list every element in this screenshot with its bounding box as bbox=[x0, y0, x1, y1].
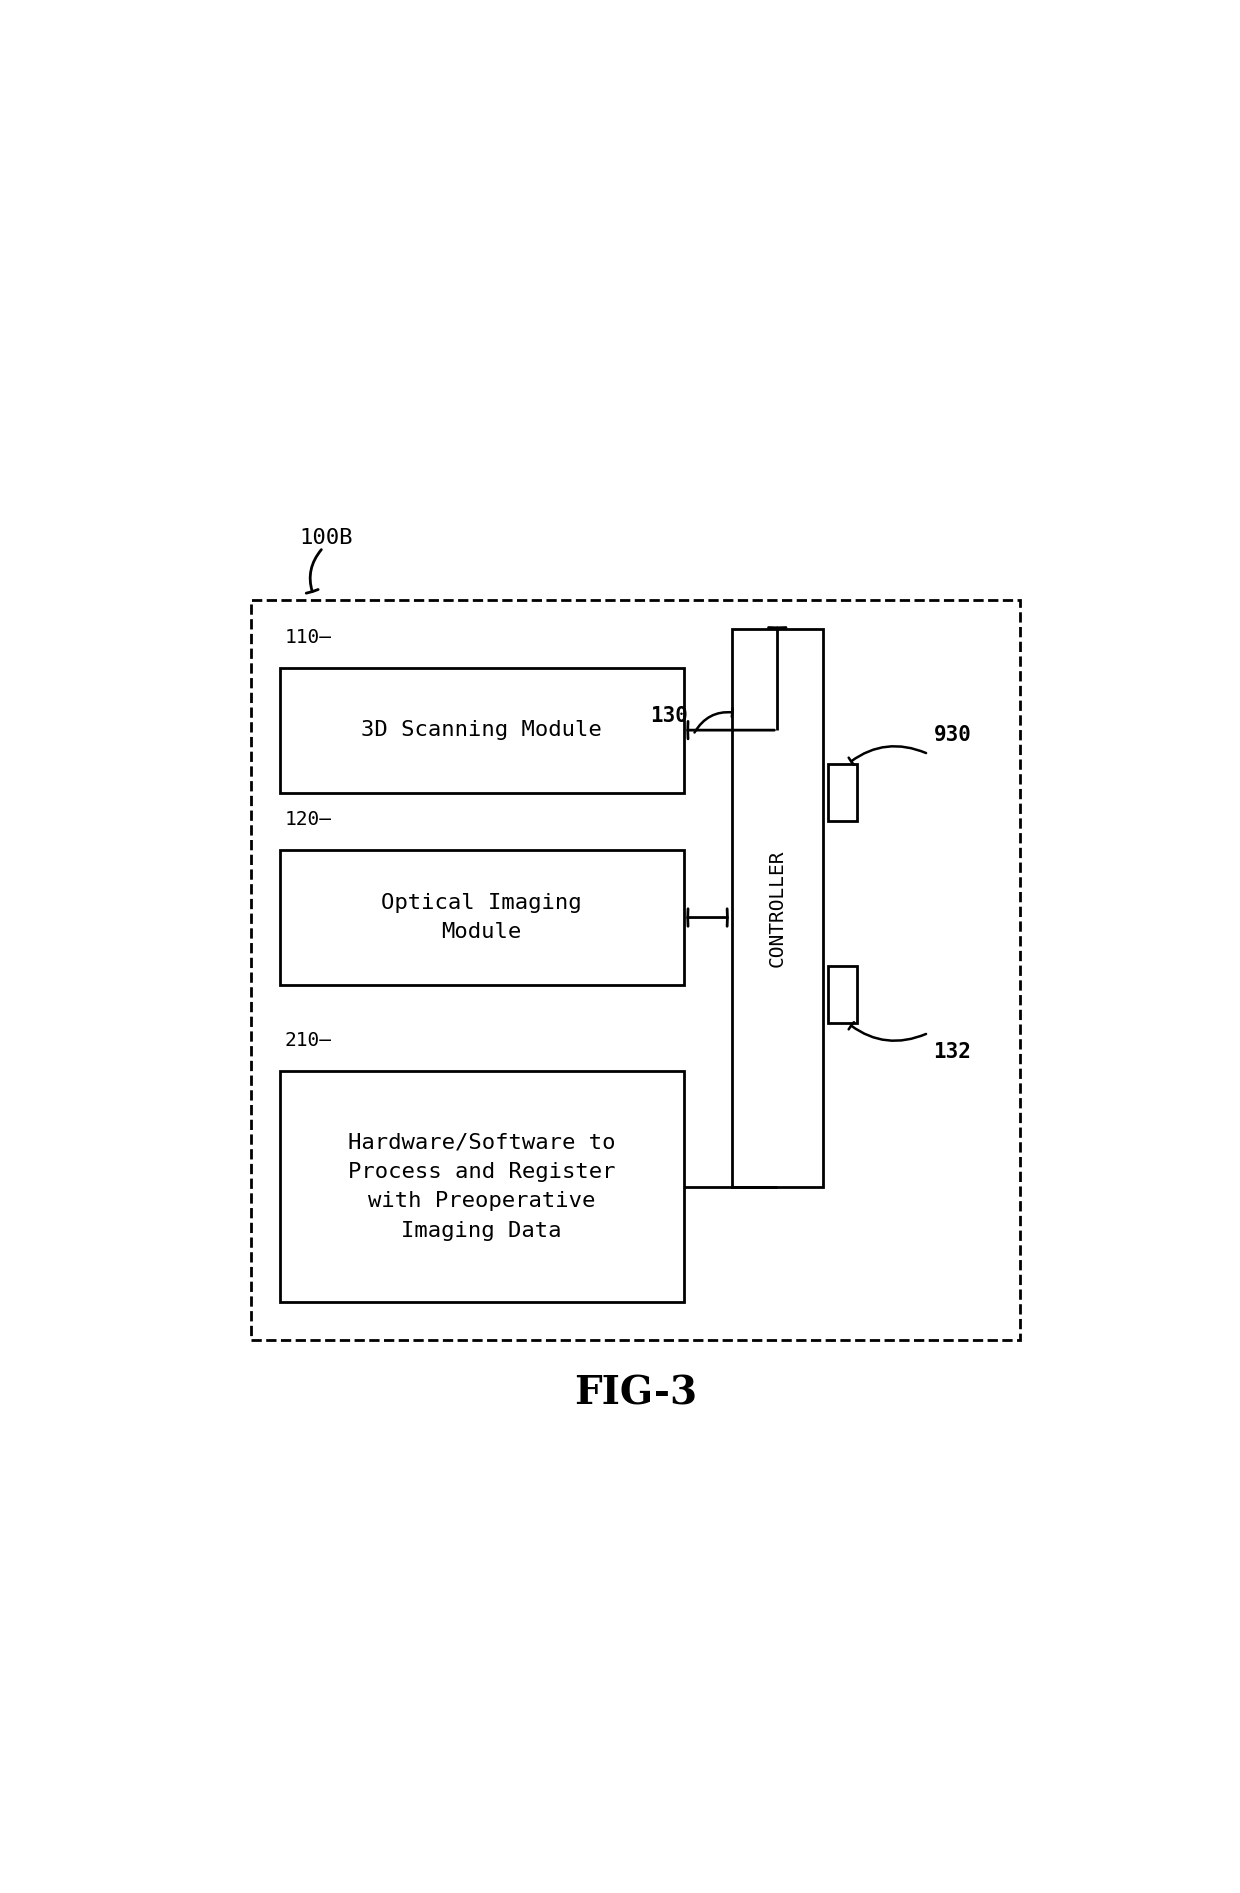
Text: 120—: 120— bbox=[285, 810, 332, 829]
Text: Optical Imaging
Module: Optical Imaging Module bbox=[382, 893, 582, 943]
Text: 930: 930 bbox=[934, 725, 971, 746]
Bar bbox=[732, 628, 823, 1187]
Text: 110—: 110— bbox=[285, 627, 332, 647]
Text: FIG-3: FIG-3 bbox=[574, 1374, 697, 1412]
Text: Hardware/Software to
Process and Register
with Preoperative
Imaging Data: Hardware/Software to Process and Registe… bbox=[348, 1132, 615, 1242]
Text: 3D Scanning Module: 3D Scanning Module bbox=[361, 719, 603, 740]
Text: 132: 132 bbox=[934, 1041, 971, 1062]
Bar bbox=[828, 763, 857, 822]
Bar bbox=[250, 600, 1021, 1340]
Text: CONTROLLER: CONTROLLER bbox=[768, 850, 786, 967]
Text: 210—: 210— bbox=[285, 1032, 332, 1051]
Bar bbox=[828, 965, 857, 1024]
Bar bbox=[280, 1071, 683, 1302]
Bar bbox=[280, 850, 683, 984]
Text: 130: 130 bbox=[651, 706, 688, 725]
Text: 100B: 100B bbox=[299, 528, 352, 547]
Bar bbox=[280, 668, 683, 793]
